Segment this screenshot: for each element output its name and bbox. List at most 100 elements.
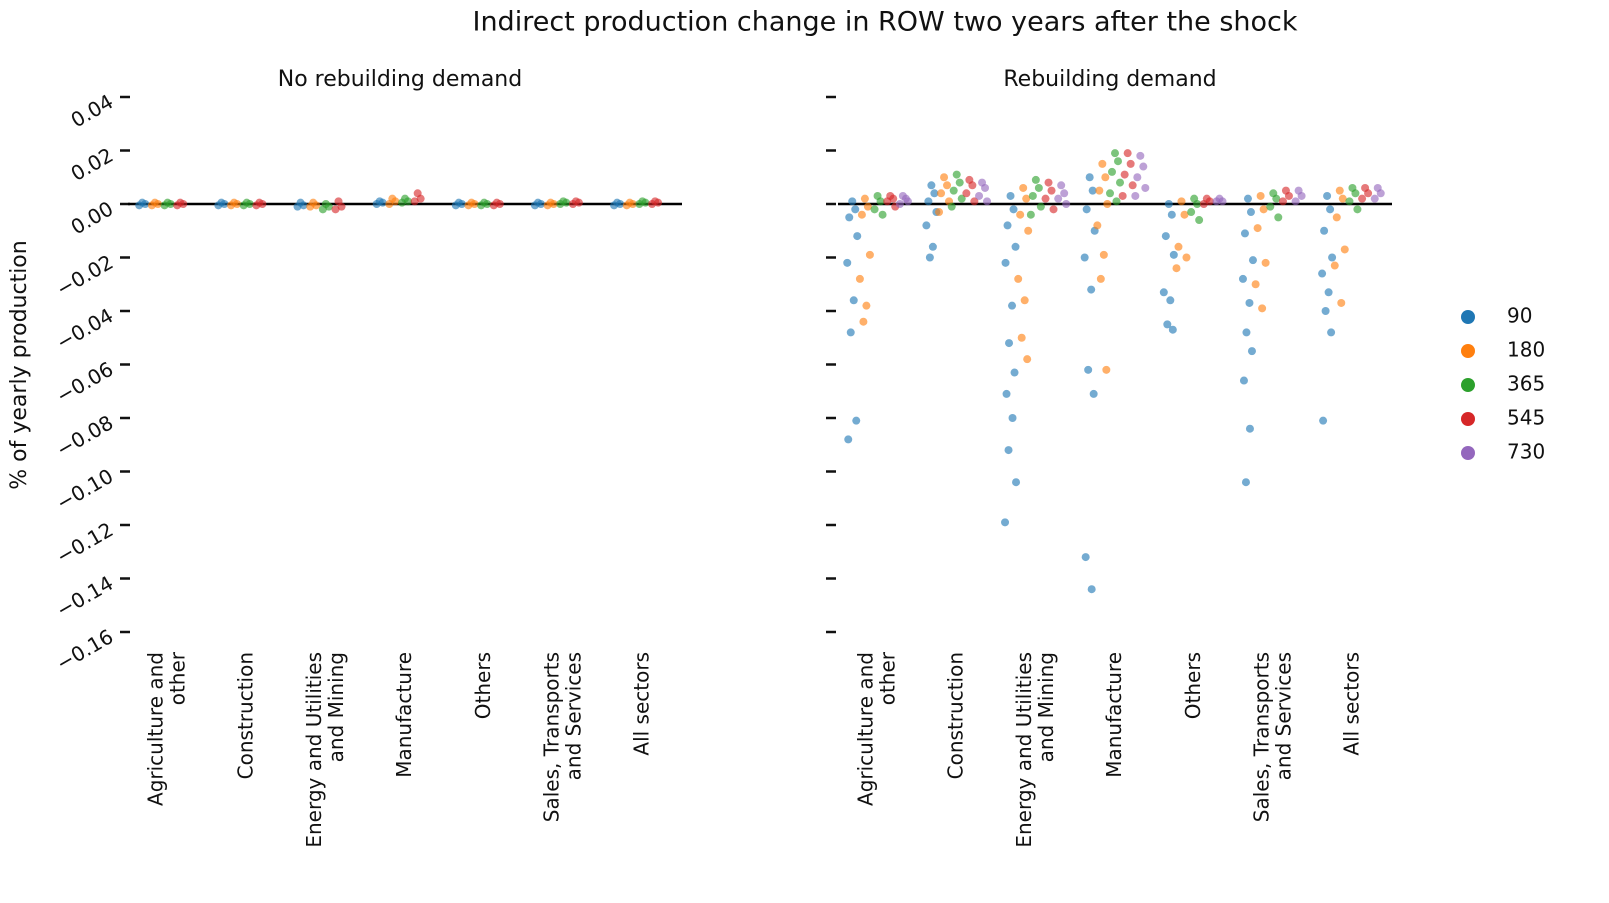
y-tick-label: −0.08 xyxy=(52,410,117,461)
data-point xyxy=(483,200,492,208)
data-point xyxy=(233,200,242,208)
data-point xyxy=(147,201,156,210)
data-point xyxy=(1241,478,1250,487)
data-point xyxy=(1245,424,1254,433)
data-point xyxy=(1337,298,1346,307)
data-point xyxy=(1020,296,1029,305)
data-point xyxy=(1126,159,1135,168)
y-tick-label: −0.14 xyxy=(52,571,117,622)
data-point xyxy=(220,200,229,208)
data-point xyxy=(543,201,552,210)
data-point xyxy=(1212,197,1221,206)
data-point xyxy=(930,189,939,198)
y-tick-label: −0.12 xyxy=(52,517,117,568)
data-point xyxy=(1031,175,1040,184)
data-point xyxy=(1324,288,1333,297)
data-point xyxy=(1112,197,1121,206)
data-point xyxy=(451,201,460,210)
data-point xyxy=(306,202,315,211)
data-point xyxy=(1278,197,1287,206)
data-point xyxy=(141,200,150,208)
x-tick-label: Others xyxy=(1181,652,1205,719)
data-point xyxy=(1003,221,1012,230)
x-tick-label: Sales, Transportsand Services xyxy=(1249,652,1295,822)
y-tick-label: 0.00 xyxy=(67,196,118,239)
data-point xyxy=(1177,197,1186,206)
data-point xyxy=(1169,250,1178,259)
legend-marker xyxy=(1461,310,1475,324)
data-point xyxy=(1044,178,1053,187)
x-tick-label: Agriculture andother xyxy=(853,651,899,806)
data-point xyxy=(410,197,419,206)
data-point xyxy=(1098,159,1107,168)
data-point xyxy=(846,328,855,337)
data-point xyxy=(1102,365,1111,374)
data-point xyxy=(214,201,223,210)
x-tick-label: Energy and Utilitiesand Mining xyxy=(301,652,347,848)
data-point xyxy=(935,208,944,217)
data-point xyxy=(1017,333,1026,342)
data-point xyxy=(981,183,990,192)
data-point xyxy=(1062,200,1071,208)
data-point xyxy=(1024,226,1033,235)
x-tick-label: Energy and Utilitiesand Mining xyxy=(1011,652,1057,848)
data-point xyxy=(1318,269,1327,278)
data-point xyxy=(1001,258,1010,267)
data-point xyxy=(970,197,979,206)
data-point xyxy=(227,201,236,210)
data-point xyxy=(1002,389,1011,398)
data-point xyxy=(1259,205,1268,214)
data-point xyxy=(1166,296,1175,305)
data-point xyxy=(1088,186,1097,195)
data-point xyxy=(1274,213,1283,222)
data-point xyxy=(1246,208,1255,217)
data-point xyxy=(1087,285,1096,294)
data-point xyxy=(160,201,169,210)
data-point xyxy=(1338,194,1347,203)
data-point xyxy=(1041,194,1050,203)
data-point xyxy=(1080,253,1089,262)
data-point xyxy=(1023,355,1032,364)
data-point xyxy=(1005,339,1014,348)
data-point xyxy=(245,200,254,208)
data-point xyxy=(1353,205,1362,214)
data-point xyxy=(173,201,182,210)
data-point xyxy=(1174,242,1183,251)
x-tick-label: Manufacture xyxy=(392,652,416,778)
data-point xyxy=(1182,253,1191,262)
data-point xyxy=(1011,242,1020,251)
data-point xyxy=(1161,232,1170,241)
data-point xyxy=(852,416,861,425)
panel-title: Rebuilding demand xyxy=(1003,67,1216,92)
legend-label: 90 xyxy=(1507,304,1532,328)
y-tick-label: 0.04 xyxy=(67,89,118,132)
data-point xyxy=(1180,210,1189,219)
data-point xyxy=(952,170,961,179)
data-point xyxy=(1320,226,1329,235)
y-tick-label: −0.06 xyxy=(52,357,117,408)
data-point xyxy=(1084,365,1093,374)
data-point xyxy=(1136,151,1145,160)
data-point xyxy=(549,200,558,208)
data-point xyxy=(1082,205,1091,214)
y-axis-label: % of yearly production xyxy=(7,240,32,489)
data-point xyxy=(1108,167,1116,176)
data-point xyxy=(1364,189,1373,198)
data-point xyxy=(530,201,539,210)
data-point xyxy=(862,301,871,310)
data-point xyxy=(470,200,479,208)
data-point xyxy=(318,205,327,214)
data-point xyxy=(1297,191,1306,200)
data-point xyxy=(1116,178,1124,187)
legend-label: 730 xyxy=(1507,440,1545,464)
data-point xyxy=(983,197,992,206)
data-point xyxy=(378,198,387,207)
data-point xyxy=(1081,553,1090,562)
data-point xyxy=(398,198,406,207)
data-point xyxy=(1047,186,1056,195)
data-point xyxy=(924,197,933,206)
data-point xyxy=(1096,274,1105,283)
data-point xyxy=(568,200,577,208)
data-point xyxy=(1168,325,1177,334)
data-point xyxy=(1321,307,1330,315)
